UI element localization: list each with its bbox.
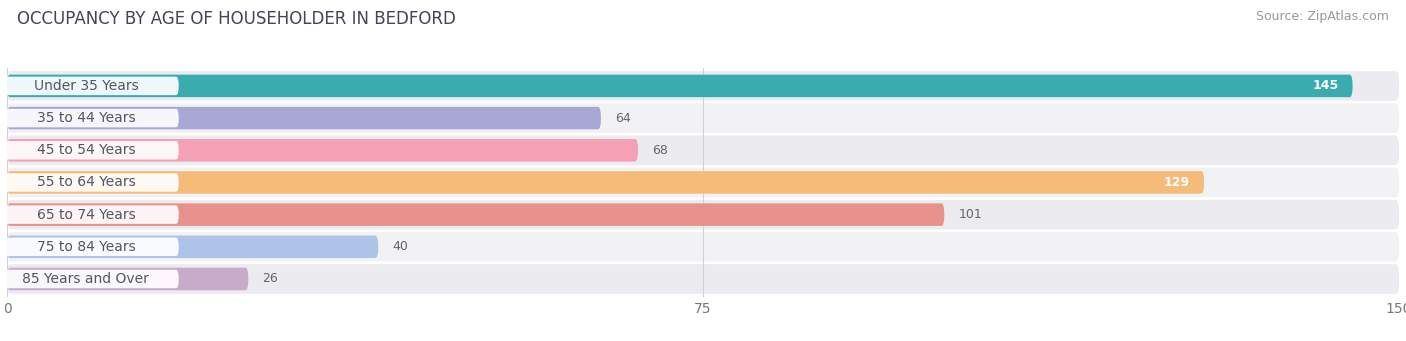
Text: 145: 145 [1312, 79, 1339, 92]
Text: 101: 101 [959, 208, 981, 221]
Text: 55 to 64 Years: 55 to 64 Years [37, 175, 135, 190]
FancyBboxPatch shape [0, 77, 179, 95]
FancyBboxPatch shape [7, 268, 249, 290]
FancyBboxPatch shape [7, 107, 600, 129]
Text: Source: ZipAtlas.com: Source: ZipAtlas.com [1256, 10, 1389, 23]
FancyBboxPatch shape [7, 236, 378, 258]
FancyBboxPatch shape [7, 171, 1204, 194]
FancyBboxPatch shape [7, 200, 1399, 229]
Text: 68: 68 [652, 144, 668, 157]
FancyBboxPatch shape [0, 109, 179, 127]
FancyBboxPatch shape [7, 203, 945, 226]
Text: 26: 26 [262, 272, 278, 285]
FancyBboxPatch shape [7, 232, 1399, 262]
FancyBboxPatch shape [7, 75, 1353, 97]
FancyBboxPatch shape [7, 264, 1399, 294]
FancyBboxPatch shape [0, 205, 179, 224]
FancyBboxPatch shape [0, 173, 179, 192]
Text: 40: 40 [392, 240, 408, 253]
Text: 35 to 44 Years: 35 to 44 Years [37, 111, 135, 125]
FancyBboxPatch shape [7, 168, 1399, 197]
Text: 45 to 54 Years: 45 to 54 Years [37, 143, 135, 157]
Text: OCCUPANCY BY AGE OF HOUSEHOLDER IN BEDFORD: OCCUPANCY BY AGE OF HOUSEHOLDER IN BEDFO… [17, 10, 456, 28]
Text: Under 35 Years: Under 35 Years [34, 79, 138, 93]
Text: 75 to 84 Years: 75 to 84 Years [37, 240, 135, 254]
FancyBboxPatch shape [0, 238, 179, 256]
FancyBboxPatch shape [7, 103, 1399, 133]
Text: 129: 129 [1164, 176, 1191, 189]
FancyBboxPatch shape [7, 71, 1399, 101]
Text: 65 to 74 Years: 65 to 74 Years [37, 208, 135, 222]
FancyBboxPatch shape [0, 270, 179, 288]
Text: 64: 64 [614, 112, 631, 124]
FancyBboxPatch shape [0, 141, 179, 160]
FancyBboxPatch shape [7, 139, 638, 162]
Text: 85 Years and Over: 85 Years and Over [22, 272, 149, 286]
FancyBboxPatch shape [7, 135, 1399, 165]
